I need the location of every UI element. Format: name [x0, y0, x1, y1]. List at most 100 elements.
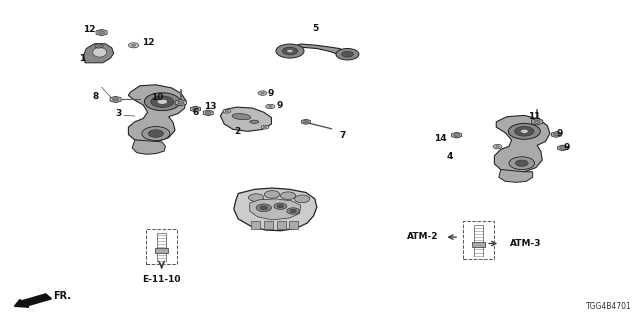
Circle shape: [223, 109, 230, 113]
Circle shape: [268, 106, 272, 108]
Circle shape: [515, 160, 528, 166]
Text: 1: 1: [79, 53, 85, 62]
Circle shape: [280, 192, 296, 199]
Polygon shape: [96, 29, 107, 36]
Circle shape: [495, 146, 500, 148]
Circle shape: [263, 126, 267, 128]
Bar: [289, 220, 298, 228]
Text: 7: 7: [339, 131, 346, 140]
Circle shape: [145, 93, 180, 111]
Circle shape: [177, 101, 184, 104]
Text: 3: 3: [116, 109, 122, 118]
Circle shape: [99, 31, 105, 34]
Circle shape: [342, 51, 353, 57]
Text: ATM-2: ATM-2: [406, 232, 438, 241]
Circle shape: [509, 157, 534, 170]
Text: 12: 12: [83, 25, 95, 34]
Polygon shape: [452, 132, 461, 138]
Circle shape: [554, 133, 559, 136]
Text: 9: 9: [276, 101, 283, 110]
Circle shape: [248, 194, 264, 201]
Circle shape: [520, 129, 528, 133]
Circle shape: [113, 98, 119, 101]
Polygon shape: [250, 199, 301, 220]
Polygon shape: [234, 188, 317, 231]
Bar: [276, 220, 285, 228]
Bar: [156, 248, 168, 253]
Circle shape: [97, 45, 101, 47]
Circle shape: [129, 43, 139, 48]
Circle shape: [294, 195, 310, 203]
Circle shape: [131, 44, 136, 46]
Text: 4: 4: [447, 152, 453, 161]
Text: 12: 12: [143, 38, 155, 47]
Circle shape: [508, 123, 540, 139]
Polygon shape: [110, 96, 121, 103]
Text: 14: 14: [434, 134, 447, 143]
Circle shape: [336, 49, 359, 60]
Circle shape: [274, 203, 287, 209]
Polygon shape: [532, 119, 543, 125]
Polygon shape: [220, 107, 271, 131]
Text: E-11-10: E-11-10: [142, 275, 181, 284]
Circle shape: [303, 121, 308, 123]
Circle shape: [151, 96, 173, 108]
Circle shape: [256, 204, 271, 212]
Polygon shape: [290, 44, 348, 57]
Circle shape: [261, 125, 269, 129]
Polygon shape: [84, 44, 114, 63]
Circle shape: [276, 44, 304, 58]
Circle shape: [515, 126, 534, 136]
Circle shape: [282, 47, 298, 55]
Polygon shape: [499, 170, 532, 182]
Circle shape: [260, 92, 264, 94]
Text: 6: 6: [193, 108, 198, 117]
Bar: [472, 242, 484, 247]
Circle shape: [264, 191, 280, 198]
Text: 13: 13: [204, 102, 216, 111]
Polygon shape: [204, 110, 213, 116]
Polygon shape: [132, 140, 166, 154]
Circle shape: [493, 144, 502, 149]
Text: 11: 11: [528, 113, 540, 122]
Text: 9: 9: [564, 143, 570, 152]
Polygon shape: [301, 119, 310, 124]
FancyArrow shape: [14, 294, 51, 307]
Circle shape: [142, 126, 170, 140]
Circle shape: [157, 99, 168, 104]
Polygon shape: [551, 132, 561, 137]
Circle shape: [266, 104, 275, 109]
Circle shape: [205, 111, 211, 114]
Text: 5: 5: [312, 24, 318, 33]
Circle shape: [277, 204, 284, 208]
Circle shape: [534, 120, 540, 123]
Ellipse shape: [93, 48, 107, 57]
Polygon shape: [191, 106, 200, 112]
Bar: [251, 220, 260, 228]
Circle shape: [560, 147, 566, 149]
Circle shape: [225, 110, 228, 112]
Text: 10: 10: [151, 93, 164, 102]
Circle shape: [148, 130, 164, 137]
Text: 8: 8: [92, 92, 99, 101]
Circle shape: [290, 209, 296, 212]
Polygon shape: [557, 145, 568, 151]
Polygon shape: [175, 100, 186, 106]
Circle shape: [287, 50, 293, 52]
Ellipse shape: [250, 120, 259, 123]
Ellipse shape: [232, 114, 251, 120]
Circle shape: [258, 91, 267, 95]
Polygon shape: [95, 44, 103, 48]
Text: 2: 2: [234, 127, 240, 136]
Polygon shape: [129, 85, 186, 142]
Circle shape: [287, 208, 300, 214]
Circle shape: [260, 206, 268, 210]
Text: TGG4B4701: TGG4B4701: [586, 302, 632, 311]
Text: 9: 9: [556, 129, 563, 138]
Circle shape: [193, 108, 198, 110]
Circle shape: [454, 134, 460, 137]
Bar: [147, 229, 177, 264]
Polygon shape: [494, 116, 550, 173]
Text: FR.: FR.: [53, 292, 71, 301]
Bar: [463, 221, 493, 260]
